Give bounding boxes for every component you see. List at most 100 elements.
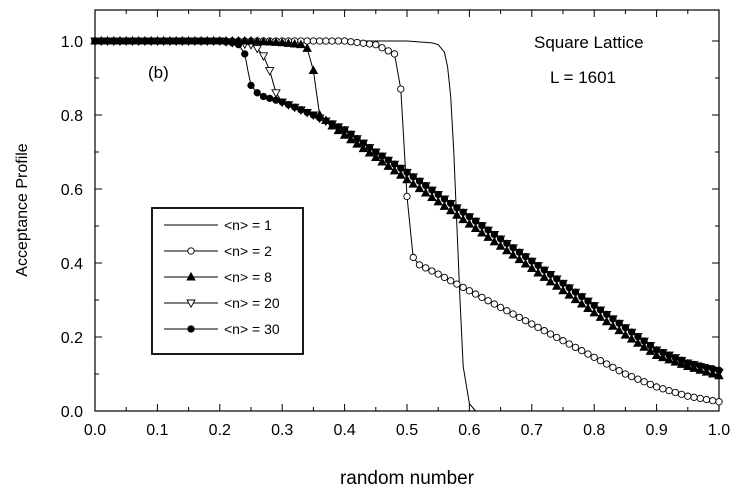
data-point bbox=[565, 284, 573, 292]
data-point bbox=[546, 330, 555, 338]
x-tick-label: 0.5 bbox=[396, 422, 418, 439]
data-point bbox=[428, 186, 436, 194]
data-point bbox=[528, 257, 536, 265]
data-point bbox=[564, 290, 575, 299]
data-point bbox=[565, 340, 573, 348]
legend-entry: <n> = 30 bbox=[164, 321, 280, 337]
data-point bbox=[459, 208, 467, 216]
legend-marker bbox=[186, 271, 196, 281]
data-point bbox=[122, 37, 130, 45]
data-point bbox=[603, 310, 611, 319]
x-tick-label: 0.2 bbox=[209, 422, 231, 439]
x-axis-title: random number bbox=[340, 468, 475, 489]
panel-label: (b) bbox=[148, 63, 169, 82]
data-point bbox=[590, 353, 598, 361]
data-point bbox=[178, 37, 187, 45]
data-point bbox=[640, 378, 648, 386]
data-point bbox=[615, 367, 623, 375]
data-point bbox=[289, 38, 300, 48]
data-point bbox=[383, 161, 394, 170]
data-point bbox=[359, 139, 367, 147]
data-point bbox=[358, 143, 369, 153]
data-point bbox=[264, 67, 275, 76]
data-point bbox=[509, 310, 517, 318]
data-point bbox=[670, 357, 681, 366]
data-point bbox=[452, 210, 462, 219]
data-point bbox=[340, 37, 349, 45]
data-point bbox=[478, 221, 486, 230]
data-point bbox=[291, 103, 299, 111]
data-point bbox=[347, 130, 355, 138]
data-point bbox=[216, 37, 224, 45]
data-point bbox=[615, 319, 623, 327]
data-point bbox=[702, 363, 711, 371]
data-point bbox=[709, 396, 717, 405]
data-point bbox=[128, 37, 137, 45]
data-point bbox=[258, 36, 269, 46]
data-point bbox=[97, 37, 105, 45]
data-point bbox=[241, 50, 249, 58]
data-point bbox=[583, 303, 593, 312]
data-point bbox=[184, 37, 193, 45]
legend-label: <n> = 2 bbox=[224, 243, 272, 259]
data-point bbox=[384, 156, 392, 164]
data-point bbox=[378, 152, 386, 160]
legend-marker bbox=[186, 299, 196, 309]
data-point bbox=[707, 368, 718, 378]
data-point bbox=[634, 332, 642, 341]
data-point bbox=[715, 398, 723, 406]
data-point bbox=[408, 179, 419, 188]
data-point bbox=[515, 248, 523, 256]
data-point bbox=[428, 267, 436, 275]
data-point bbox=[153, 37, 162, 45]
data-point bbox=[490, 230, 499, 239]
data-point bbox=[714, 370, 724, 380]
data-point bbox=[659, 348, 667, 357]
data-point bbox=[258, 52, 269, 61]
data-point bbox=[608, 321, 618, 330]
data-point bbox=[595, 312, 606, 321]
data-point bbox=[434, 190, 442, 199]
data-point bbox=[515, 313, 523, 322]
data-point bbox=[228, 39, 236, 47]
legend-marker bbox=[187, 247, 195, 255]
data-point bbox=[571, 288, 580, 296]
data-point bbox=[652, 383, 661, 391]
y-tick-label: 0.8 bbox=[61, 108, 83, 125]
data-point bbox=[464, 219, 475, 228]
data-point bbox=[302, 43, 312, 52]
y-tick-label: 0.2 bbox=[61, 330, 83, 347]
data-point bbox=[159, 37, 168, 45]
data-point bbox=[534, 261, 542, 270]
data-point bbox=[309, 37, 318, 45]
data-point bbox=[422, 182, 430, 190]
legend-entry: <n> = 20 bbox=[164, 295, 280, 311]
legend-marker bbox=[187, 325, 195, 333]
data-point bbox=[528, 320, 536, 328]
data-point bbox=[596, 357, 605, 365]
data-point bbox=[397, 164, 405, 172]
data-point bbox=[253, 89, 261, 97]
data-point bbox=[397, 85, 405, 93]
data-point bbox=[364, 147, 375, 157]
data-point bbox=[340, 126, 349, 134]
data-point bbox=[434, 270, 442, 278]
data-point bbox=[551, 281, 562, 290]
data-point bbox=[272, 96, 280, 104]
data-point bbox=[346, 134, 356, 144]
data-point bbox=[166, 37, 174, 45]
data-point bbox=[303, 108, 311, 117]
data-point bbox=[384, 47, 392, 55]
y-tick-label: 0.6 bbox=[61, 182, 83, 199]
data-point bbox=[715, 366, 723, 374]
data-point bbox=[553, 333, 561, 342]
data-point bbox=[470, 223, 481, 233]
data-point bbox=[359, 39, 367, 47]
legend-label: <n> = 8 bbox=[224, 269, 272, 285]
data-point bbox=[465, 213, 474, 221]
data-point bbox=[365, 40, 374, 48]
data-point bbox=[627, 328, 636, 336]
data-point bbox=[701, 367, 712, 376]
data-point bbox=[297, 106, 305, 114]
